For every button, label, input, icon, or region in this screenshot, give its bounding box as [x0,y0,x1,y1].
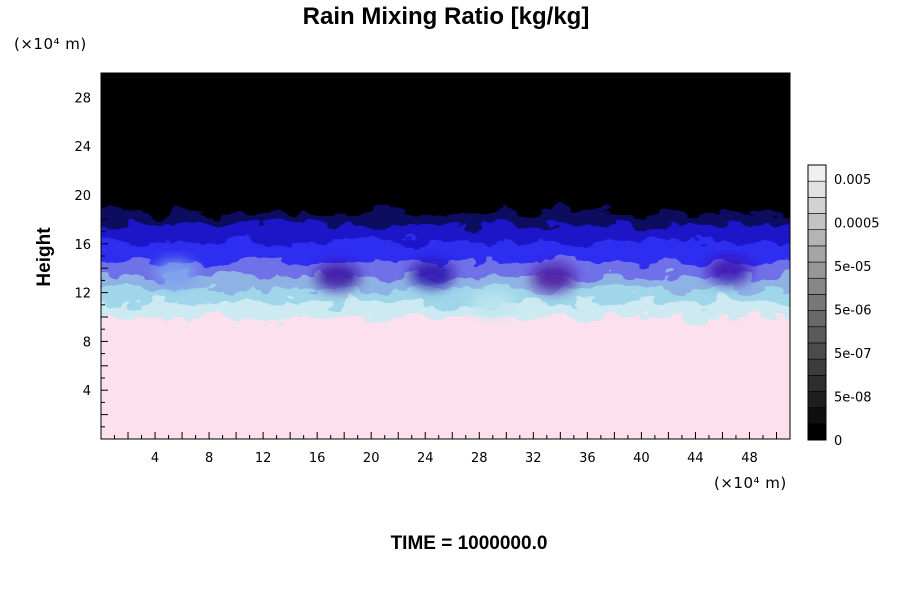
x-axis-unit: (×10⁴ m) [714,474,787,492]
colorbar-frame [807,164,827,441]
y-tick-label: 24 [74,140,91,155]
field-feature [409,260,454,289]
y-axis-unit: (×10⁴ m) [14,35,87,53]
y-tick-label: 4 [83,384,91,399]
field-layer [101,288,790,303]
colorbar-label: 5e-06 [834,304,872,319]
colorbar-label: 0.0005 [834,217,880,232]
field-feature [470,290,515,319]
x-tick-label: 20 [363,451,380,466]
y-axis: 4 8 12 16 20 24 28 [74,84,108,428]
plot-area [101,73,790,439]
field-feature [153,259,198,288]
colorbar-level [807,391,827,408]
field-layer [101,212,790,226]
x-tick-label: 48 [741,451,758,466]
y-tick-label: 28 [74,91,91,106]
x-tick-label: 28 [471,451,488,466]
chart-title: Rain Mixing Ratio [kg/kg] [303,3,590,30]
colorbar-label: 5e-08 [834,391,872,406]
y-tick-label: 20 [74,189,91,204]
field-layer [101,241,790,262]
field-feature [707,256,752,285]
x-tick-label: 8 [205,451,213,466]
colorbar-level [807,245,827,263]
field-base-layer [101,325,790,439]
x-tick-label: 36 [579,451,596,466]
colorbar-level [807,342,827,360]
x-axis: 4 8 12 16 20 24 28 32 36 40 44 48 [114,432,777,466]
y-tick-label: 16 [74,238,91,253]
colorbar-level [807,229,827,247]
colorbar-level [807,197,827,214]
y-tick-label: 8 [83,335,91,350]
x-tick-label: 16 [309,451,326,466]
field-features [153,256,752,319]
time-label: TIME = 1000000.0 [391,533,548,554]
colorbar-label: 0.005 [834,173,871,188]
x-tick-label: 24 [417,451,434,466]
x-tick-label: 32 [525,451,542,466]
colorbar-level [807,261,827,279]
colorbar-level [807,423,827,441]
field-layer [101,301,790,318]
colorbar-level [807,407,827,425]
field-feature [315,262,360,291]
colorbar-level [807,294,827,311]
y-axis-label: Height [34,227,55,287]
field-layer [101,224,790,243]
colorbar-label: 5e-07 [834,347,872,362]
colorbar-level [807,180,827,198]
x-tick-label: 40 [633,451,650,466]
y-tick-label: 12 [74,287,91,302]
field-feature [531,263,576,292]
colorbar-level [807,213,827,231]
colorbar-level [807,310,827,328]
colorbar-level [807,358,827,376]
x-tick-label: 4 [151,451,159,466]
colorbar-level [807,277,827,295]
colorbar-level [807,374,827,392]
colorbar-level [807,326,827,344]
x-tick-label: 44 [687,451,704,466]
colorbar: 0.005 0.0005 5e-05 5e-06 5e-07 5e-08 0 [807,164,880,449]
colorbar-level [807,164,827,182]
field-layer [101,73,790,214]
x-tick-label: 12 [255,451,272,466]
colorbar-label: 5e-05 [834,260,872,275]
colorbar-label: 0 [834,434,842,449]
